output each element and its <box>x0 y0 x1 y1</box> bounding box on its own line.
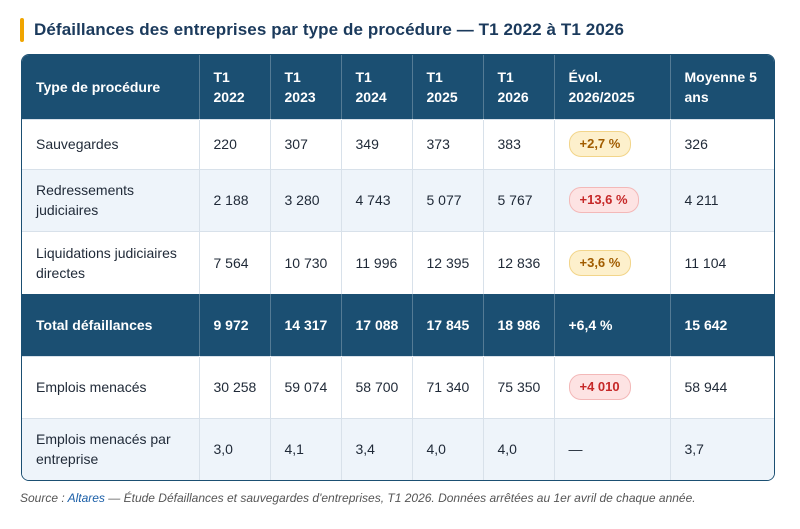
table-header-row: Type de procédure T1 2022 T1 2023 T1 202… <box>22 55 774 119</box>
cell: 7 564 <box>199 230 271 294</box>
avg-cell: 58 944 <box>670 355 774 418</box>
cell: 220 <box>199 118 271 169</box>
cell: 4,1 <box>270 417 342 480</box>
cell: 2 188 <box>199 168 271 231</box>
row-label: Sauvegardes <box>22 118 200 169</box>
cell: 5 077 <box>412 168 484 231</box>
cell: 10 730 <box>270 230 342 294</box>
table-row: Emplois menacés 30 258 59 074 58 700 71 … <box>22 355 774 418</box>
cell: 373 <box>412 118 484 169</box>
header-year: T1 2022 <box>199 55 271 119</box>
total-row: Total défaillances 9 972 14 317 17 088 1… <box>22 294 774 356</box>
cell: 30 258 <box>199 355 271 418</box>
source-prefix: Source : <box>20 491 68 505</box>
cell: 5 767 <box>483 168 555 231</box>
evol-cell: +3,6 % <box>554 230 671 294</box>
cell: 12 836 <box>483 230 555 294</box>
row-label: Redressements judiciaires <box>22 168 200 231</box>
cell: 4 743 <box>341 168 413 231</box>
row-label: Total défaillances <box>22 294 200 356</box>
cell: 349 <box>341 118 413 169</box>
avg-cell: 11 104 <box>670 230 774 294</box>
evol-cell: +2,7 % <box>554 118 671 169</box>
header-year: T1 2025 <box>412 55 484 119</box>
evol-cell: +13,6 % <box>554 168 671 231</box>
page-title: Défaillances des entreprises par type de… <box>34 20 624 39</box>
avg-cell: 326 <box>670 118 774 169</box>
source-text: — Étude Défaillances et sauvegardes d'en… <box>104 491 696 505</box>
header-type: Type de procédure <box>22 55 200 119</box>
evol-badge: +4 010 <box>568 374 631 400</box>
cell: 383 <box>483 118 555 169</box>
cell: 12 395 <box>412 230 484 294</box>
header-evol: Évol. 2026/2025 <box>554 55 671 119</box>
evol-cell: +4 010 <box>554 355 671 418</box>
table-row: Emplois menacés par entreprise 3,0 4,1 3… <box>22 417 774 480</box>
title-accent-bar <box>20 18 24 42</box>
cell: 3,0 <box>199 417 271 480</box>
avg-cell: 15 642 <box>684 316 728 333</box>
header-avg: Moyenne 5 ans <box>684 68 757 105</box>
cell: 58 700 <box>341 355 413 418</box>
cell: 59 074 <box>270 355 342 418</box>
source-note: Source : Altares — Étude Défaillances et… <box>20 491 696 505</box>
evol-cell: — <box>554 417 671 480</box>
avg-cell: 4 211 <box>670 168 774 231</box>
evol-badge: +2,7 % <box>568 131 632 157</box>
cell: 307 <box>270 118 342 169</box>
cell: 4,0 <box>412 417 484 480</box>
procedure-table: Type de procédure T1 2022 T1 2023 T1 202… <box>21 54 775 481</box>
header-year: T1 2023 <box>270 55 342 119</box>
header-year: T1 2024 <box>341 55 413 119</box>
cell: 17 088 <box>341 294 413 356</box>
table-row: Redressements judiciaires 2 188 3 280 4 … <box>22 168 774 231</box>
title-row: Défaillances des entreprises par type de… <box>20 16 624 44</box>
row-label: Emplois menacés par entreprise <box>22 417 200 480</box>
cell: 18 986 <box>483 294 555 356</box>
cell: 11 996 <box>341 230 413 294</box>
evol-badge: +3,6 % <box>568 249 632 276</box>
avg-cell: 3,7 <box>670 417 774 480</box>
cell: 9 972 <box>199 294 271 356</box>
table-row: Sauvegardes 220 307 349 373 383 +2,7 % 3… <box>22 118 774 169</box>
cell: 71 340 <box>412 355 484 418</box>
table-row: Liquidations judiciaires directes 7 564 … <box>22 230 774 294</box>
cell: 3,4 <box>341 417 413 480</box>
cell: 14 317 <box>270 294 342 356</box>
cell: 75 350 <box>483 355 555 418</box>
row-label: Emplois menacés <box>22 355 200 418</box>
source-link[interactable]: Altares <box>67 491 105 505</box>
cell: 3 280 <box>270 168 342 231</box>
evol-cell: +6,4 % <box>554 294 671 356</box>
cell: 17 845 <box>412 294 484 356</box>
evol-badge: +13,6 % <box>568 187 639 213</box>
header-year: T1 2026 <box>483 55 555 119</box>
row-label: Liquidations judiciaires directes <box>22 230 200 294</box>
cell: 4,0 <box>483 417 555 480</box>
